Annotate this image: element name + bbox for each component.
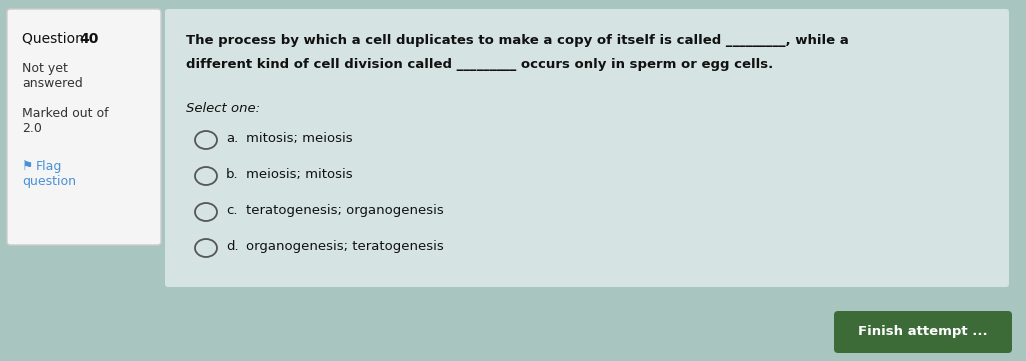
Text: ⚑: ⚑ bbox=[22, 160, 33, 173]
Text: Not yet: Not yet bbox=[22, 62, 68, 75]
Text: a.: a. bbox=[226, 132, 238, 145]
Text: Question: Question bbox=[22, 32, 88, 46]
Text: Finish attempt ...: Finish attempt ... bbox=[858, 326, 988, 339]
Text: meiosis; mitosis: meiosis; mitosis bbox=[246, 168, 353, 181]
Text: c.: c. bbox=[226, 204, 237, 217]
Text: d.: d. bbox=[226, 240, 239, 253]
Text: The process by which a cell duplicates to make a copy of itself is called ______: The process by which a cell duplicates t… bbox=[186, 34, 849, 47]
Text: answered: answered bbox=[22, 77, 83, 90]
Text: Flag: Flag bbox=[36, 160, 63, 173]
Text: b.: b. bbox=[226, 168, 239, 181]
FancyBboxPatch shape bbox=[834, 311, 1012, 353]
Text: question: question bbox=[22, 175, 76, 188]
Text: teratogenesis; organogenesis: teratogenesis; organogenesis bbox=[246, 204, 444, 217]
Text: Marked out of: Marked out of bbox=[22, 107, 109, 120]
Text: 2.0: 2.0 bbox=[22, 122, 42, 135]
Text: 40: 40 bbox=[79, 32, 98, 46]
FancyBboxPatch shape bbox=[7, 9, 161, 245]
Text: mitosis; meiosis: mitosis; meiosis bbox=[246, 132, 353, 145]
Text: organogenesis; teratogenesis: organogenesis; teratogenesis bbox=[246, 240, 444, 253]
Text: different kind of cell division called _________ occurs only in sperm or egg cel: different kind of cell division called _… bbox=[186, 58, 774, 71]
Text: Select one:: Select one: bbox=[186, 102, 261, 115]
FancyBboxPatch shape bbox=[165, 9, 1009, 287]
